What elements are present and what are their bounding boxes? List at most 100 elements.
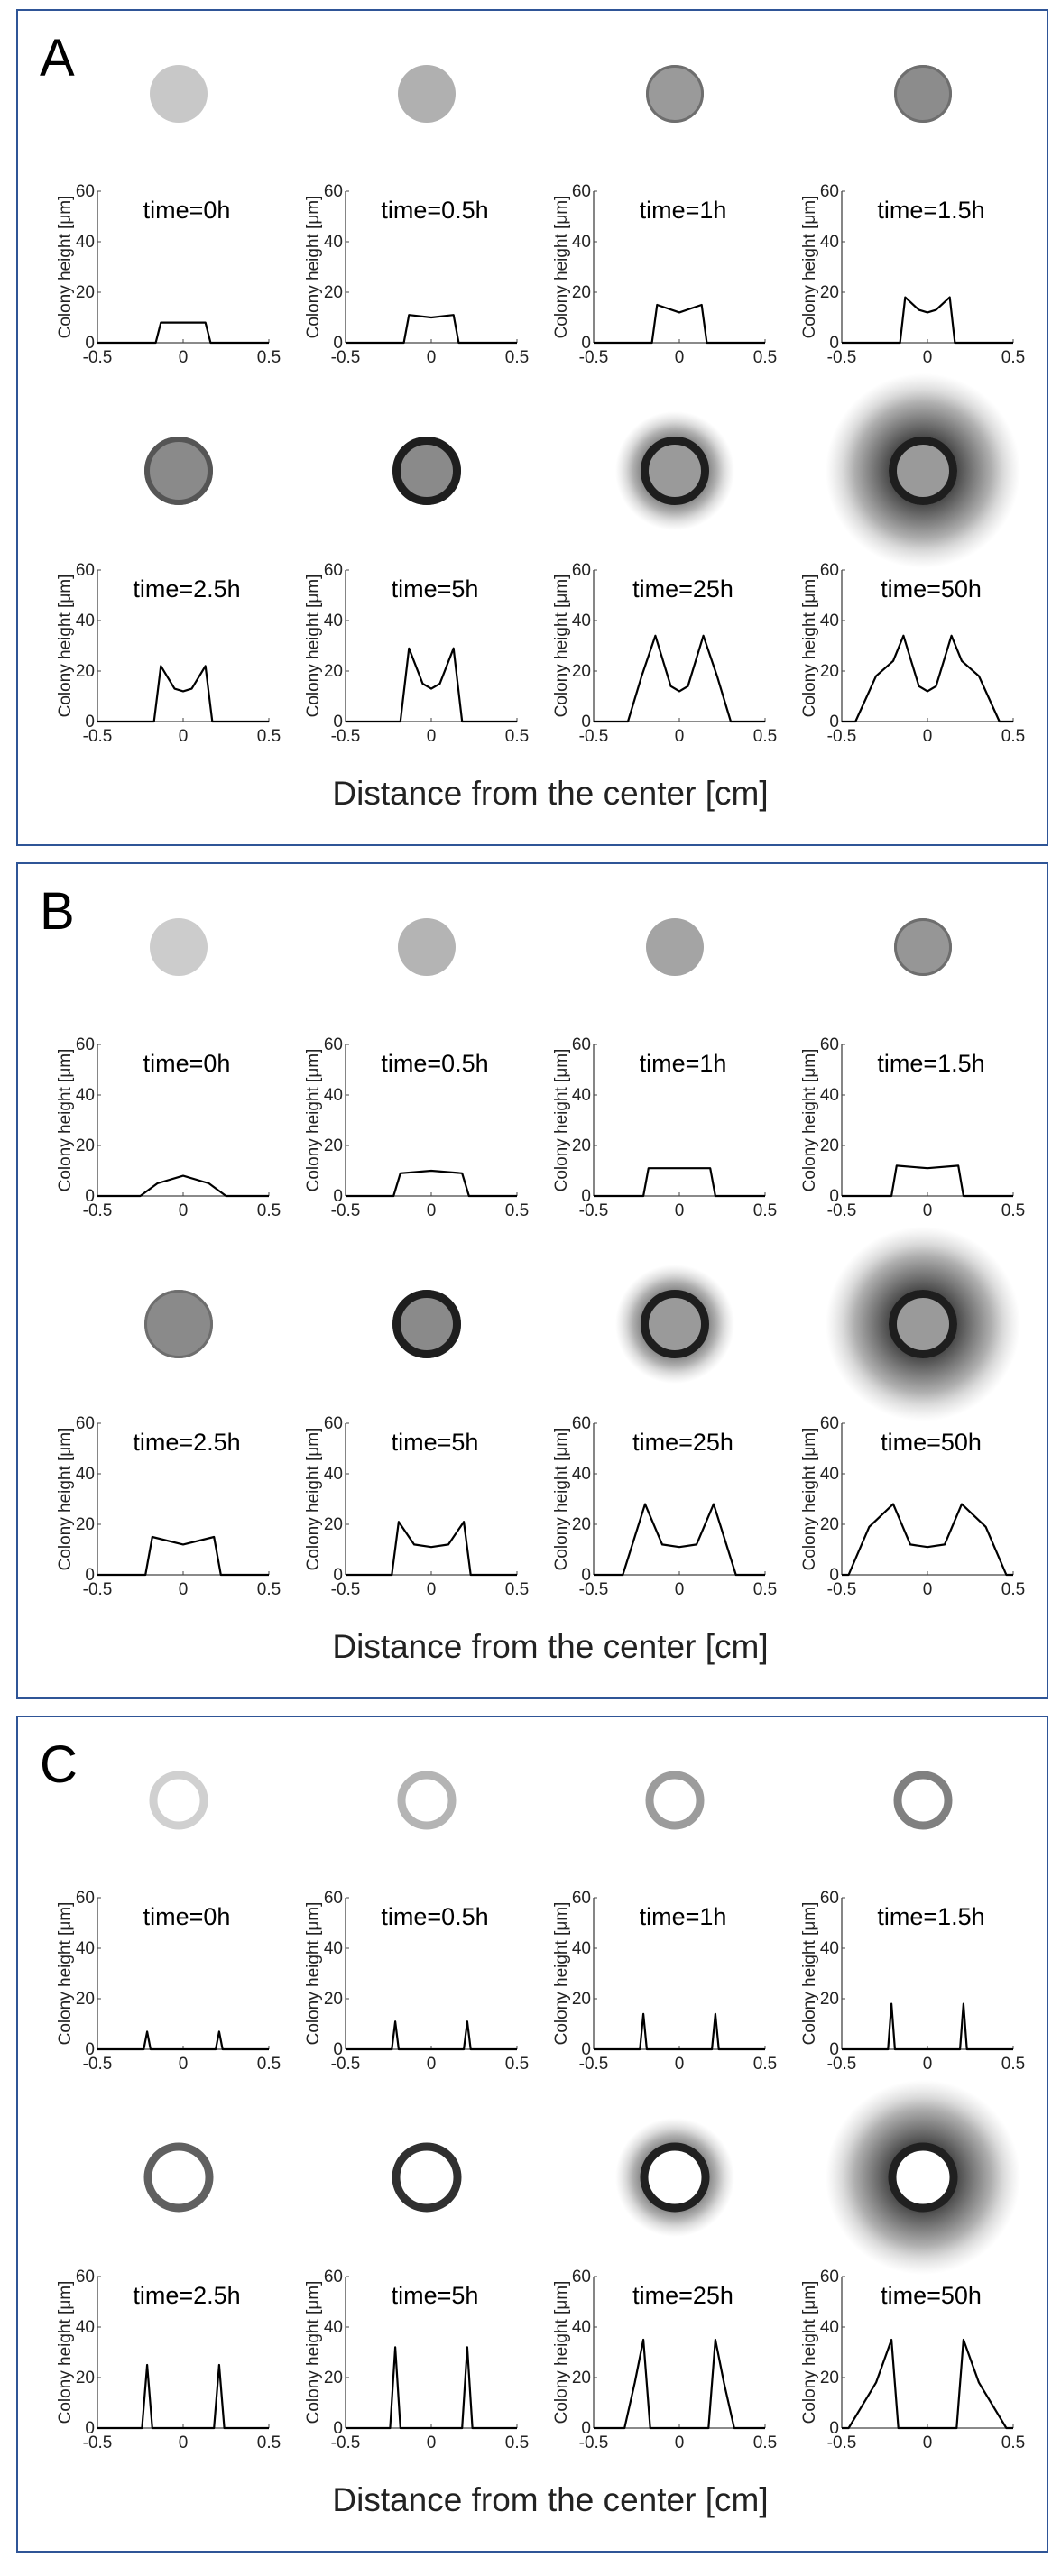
x-tick-label: -0.5 — [83, 1580, 113, 1599]
subplot-time-5h: 0204060-0.5 0 0.5Colony height [μm] time=5h — [304, 437, 529, 746]
x-tick-label: 0.5 — [1001, 2433, 1025, 2452]
y-tick-label: 20 — [820, 283, 839, 302]
y-tick-label: 40 — [76, 612, 95, 630]
y-tick-label: 60 — [572, 1414, 591, 1433]
x-axis-label: Distance from the center [cm] — [332, 1628, 768, 1665]
y-axis-label: Colony height [μm] — [552, 1428, 571, 1571]
y-tick-label: 60 — [324, 2268, 343, 2286]
y-tick-label: 60 — [572, 561, 591, 580]
y-axis-label: Colony height [μm] — [800, 1428, 819, 1571]
y-tick-label: 40 — [76, 1465, 95, 1484]
profile-line — [346, 1171, 517, 1196]
y-tick-label: 40 — [324, 1939, 343, 1958]
y-tick-label: 60 — [324, 1414, 343, 1433]
y-tick-label: 60 — [76, 182, 95, 201]
y-axis-label: Colony height [μm] — [304, 1049, 323, 1192]
x-tick-label: -0.5 — [83, 2055, 113, 2074]
x-tick-label: -0.5 — [827, 2055, 857, 2074]
subplot-title: time=5h — [392, 2282, 479, 2309]
subplot-title: time=5h — [392, 575, 479, 603]
profile-line — [594, 305, 765, 343]
subplot-title: time=0.5h — [381, 197, 488, 224]
x-tick-label: 0 — [675, 2433, 685, 2452]
subplot-title: time=0h — [143, 197, 231, 224]
x-tick-label: -0.5 — [579, 1580, 609, 1599]
x-tick-label: 0 — [179, 2055, 189, 2074]
x-tick-label: 0.5 — [257, 727, 281, 746]
panel-c: C 0 20 40 60 -0.5 0 0.5 Colony height [μm] time=0… — [16, 1716, 1048, 2553]
x-tick-label: 0 — [427, 1580, 437, 1599]
x-tick-label: -0.5 — [331, 2055, 361, 2074]
x-tick-label: -0.5 — [83, 348, 113, 367]
y-axis-label: Colony height [μm] — [552, 1049, 571, 1192]
y-tick-label: 40 — [572, 612, 591, 630]
x-tick-label: 0.5 — [505, 2433, 529, 2452]
y-tick-label: 20 — [324, 1990, 343, 2009]
y-tick-label: 60 — [324, 1889, 343, 1908]
x-tick-label: -0.5 — [827, 348, 857, 367]
y-tick-label: 60 — [820, 1889, 839, 1908]
subplot-title: time=25h — [632, 575, 733, 603]
y-axis-label: Colony height [μm] — [56, 1902, 75, 2046]
x-tick-label: -0.5 — [579, 1201, 609, 1220]
y-axis-label: Colony height [μm] — [552, 196, 571, 339]
colony-disc — [150, 918, 208, 976]
colony-ring — [396, 2147, 457, 2208]
y-tick-label: 40 — [324, 1086, 343, 1105]
profile-line — [97, 666, 269, 722]
subplot-time-50h: 0204060-0.5 0 0.5Colony height [μm] time=50… — [785, 1186, 1047, 1599]
panel-b: B 0 20 40 60 -0.5 0 0.5 Colony height [μm] time=0… — [16, 862, 1048, 1699]
x-tick-label: 0.5 — [1001, 1201, 1025, 1220]
subplot-time-2-5h: 0204060-0.5 0 0.5Colony height [μm] time=2.… — [56, 1290, 281, 1599]
y-axis-label: Colony height [μm] — [800, 2281, 819, 2424]
y-axis-label: Colony height [μm] — [800, 196, 819, 339]
subplot-title: time=1h — [640, 1050, 727, 1077]
x-tick-label: 0 — [675, 348, 685, 367]
x-tick-label: 0 — [427, 2433, 437, 2452]
profile-line — [842, 1504, 1013, 1575]
x-tick-label: 0 — [179, 1580, 189, 1599]
x-tick-label: 0 — [179, 2433, 189, 2452]
x-tick-label: -0.5 — [83, 1201, 113, 1220]
y-tick-label: 20 — [820, 1136, 839, 1155]
y-axis-label: Colony height [μm] — [304, 1428, 323, 1571]
x-tick-label: -0.5 — [827, 1580, 857, 1599]
profile-line — [346, 315, 517, 343]
y-axis-label: Colony height [μm] — [800, 575, 819, 718]
y-tick-label: 60 — [572, 1889, 591, 1908]
y-tick-label: 60 — [820, 1414, 839, 1433]
y-tick-label: 60 — [572, 1035, 591, 1054]
subplot-title: time=5h — [392, 1429, 479, 1456]
y-axis-label: Colony height [μm] — [304, 196, 323, 339]
x-tick-label: 0 — [427, 2055, 437, 2074]
y-axis-label: Colony height [μm] — [800, 1049, 819, 1192]
y-tick-label: 20 — [820, 1515, 839, 1534]
profile-line — [346, 649, 517, 722]
subplot-title: time=25h — [632, 1429, 733, 1456]
y-tick-label: 40 — [820, 1465, 839, 1484]
x-tick-label: -0.5 — [579, 2433, 609, 2452]
x-tick-label: 0 — [675, 1580, 685, 1599]
y-axis-label: Colony height [μm] — [800, 1902, 819, 2046]
profile-line — [594, 636, 765, 722]
x-tick-label: 0.5 — [505, 2055, 529, 2074]
y-axis-label: Colony height [μm] — [304, 2281, 323, 2424]
y-tick-label: 40 — [820, 1939, 839, 1958]
y-tick-label: 60 — [324, 1035, 343, 1054]
panel-a: A 0 20 40 60 -0.5 0 0.5 Colony height [μm] time=0… — [16, 9, 1048, 846]
y-tick-label: 20 — [572, 1515, 591, 1534]
subplot-time-1h: 0204060-0.5 0 0.5Colony height [μm] time=1h — [552, 918, 777, 1220]
y-tick-label: 40 — [572, 1086, 591, 1105]
x-tick-label: 0.5 — [257, 1201, 281, 1220]
y-axis-label: Colony height [μm] — [56, 196, 75, 339]
x-tick-label: 0 — [923, 727, 933, 746]
x-tick-label: 0.5 — [505, 1201, 529, 1220]
x-tick-label: 0.5 — [1001, 348, 1025, 367]
subplot-title: time=1.5h — [877, 197, 984, 224]
x-tick-label: 0.5 — [257, 348, 281, 367]
